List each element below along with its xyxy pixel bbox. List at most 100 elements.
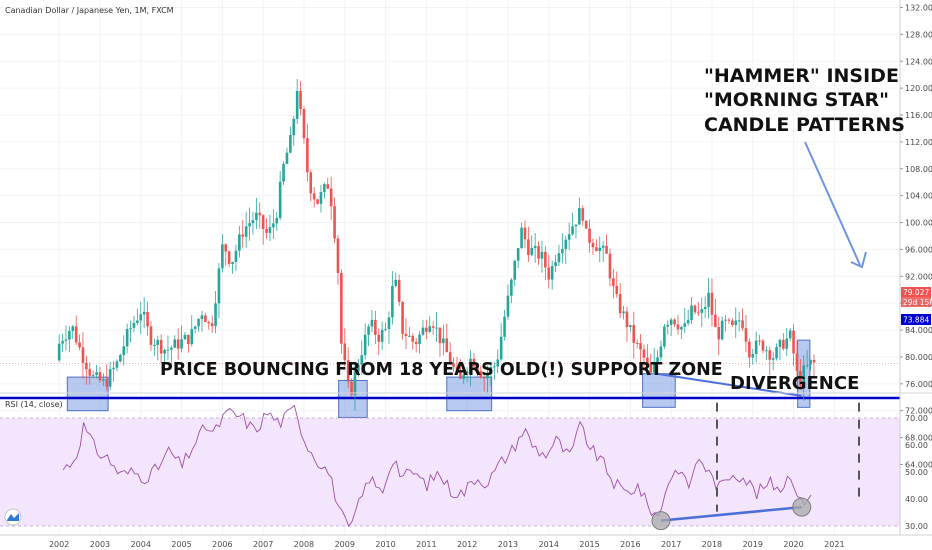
candle-body <box>221 244 224 269</box>
candle-body <box>707 292 710 308</box>
candle-body <box>673 319 676 325</box>
candle-body <box>61 340 64 344</box>
candle-body <box>547 267 551 280</box>
candle-body <box>574 224 578 227</box>
candle-body <box>523 227 527 240</box>
candle-body <box>374 319 377 335</box>
candle-body <box>642 349 646 358</box>
candle-body <box>584 220 588 229</box>
candle-body <box>193 326 197 329</box>
candle-body <box>544 251 547 268</box>
price-divergence-line <box>656 372 802 397</box>
candle-body <box>656 357 659 364</box>
candle-body <box>792 330 795 354</box>
candle-body <box>646 357 649 364</box>
candle-body <box>700 308 704 313</box>
year-tick-label: 2008 <box>294 540 314 549</box>
year-tick-label: 2007 <box>253 540 273 549</box>
candle-body <box>445 338 449 353</box>
candle-body <box>452 363 455 367</box>
candle-body <box>754 340 758 354</box>
candle-body <box>455 366 459 371</box>
candle-body <box>64 339 68 341</box>
candle-body <box>799 370 802 386</box>
price-tick-label: 96.000 <box>905 245 932 254</box>
candle-body <box>122 346 126 356</box>
support-zone <box>66 376 109 412</box>
rsi-divergence-circle <box>651 511 671 531</box>
candle-body <box>625 311 629 328</box>
candle-body <box>608 253 612 279</box>
year-tick-label: 2004 <box>131 540 151 549</box>
candle-body <box>469 358 472 372</box>
candle-body <box>217 268 221 304</box>
candle-body <box>751 353 755 358</box>
year-tick-label: 2012 <box>457 540 477 549</box>
candle-body <box>295 90 299 119</box>
candle-body <box>333 206 336 239</box>
rsi-tick-label: 30.00 <box>905 522 928 531</box>
candle-body <box>391 285 394 318</box>
candle-body <box>557 253 561 263</box>
rsi-axis-ticks: 70.00 60.00 50.00 40.00 30.00 <box>905 414 928 531</box>
price-tick-label: 132.000 <box>905 4 932 13</box>
arrow-head <box>850 251 867 269</box>
candle-body <box>788 330 792 339</box>
candle-body <box>139 314 143 321</box>
candle-body <box>105 379 109 387</box>
support-zone <box>642 373 676 408</box>
candle-body <box>812 359 816 363</box>
candle-body <box>527 239 530 255</box>
candle-body <box>775 346 778 359</box>
candle-body <box>278 181 282 218</box>
candle-body <box>88 369 92 376</box>
candle-body <box>649 363 653 373</box>
candle-body <box>210 323 214 327</box>
candle-body <box>591 242 595 248</box>
candle-body <box>404 333 408 337</box>
candle-body <box>299 90 302 109</box>
pattern-annotation-line-2: "MORNING STAR" <box>704 89 889 111</box>
candle-body <box>724 319 727 321</box>
candle-body <box>85 362 88 370</box>
candle-body <box>207 321 211 324</box>
candle-body <box>785 338 789 349</box>
candle-body <box>251 220 255 224</box>
candle-body <box>234 250 238 263</box>
candle-body <box>595 247 598 251</box>
candle-body <box>397 279 401 302</box>
rsi-tick-label: 50.00 <box>905 468 928 477</box>
candle-body <box>292 118 296 136</box>
candle-body <box>394 279 398 286</box>
candle-body <box>601 245 605 248</box>
support-zone <box>446 376 493 412</box>
candle-body <box>605 245 608 254</box>
pattern-arrow <box>804 141 867 269</box>
candle-body <box>108 369 112 387</box>
candle-body <box>765 350 768 352</box>
candle-body <box>363 334 367 356</box>
support-price-badge: 73.884 <box>901 314 931 325</box>
year-tick-label: 2017 <box>661 540 681 549</box>
candle-body <box>309 172 313 194</box>
candle-body <box>316 199 319 204</box>
year-tick-label: 2009 <box>335 540 355 549</box>
time-axis-ticks: 2002 2003 2004 2005 2006 2007 2008 2009 2010 2011… <box>49 540 845 549</box>
candle-body <box>81 347 85 363</box>
candle-body <box>476 366 479 372</box>
year-tick-label: 2020 <box>783 540 803 549</box>
candle-body <box>748 341 751 358</box>
price-tick-label: 84.000 <box>905 326 932 335</box>
candle-body <box>282 163 285 182</box>
candle-body <box>71 326 75 332</box>
rsi-band <box>0 418 900 526</box>
candle-body <box>703 307 707 309</box>
candle-body <box>503 316 506 337</box>
candle-body <box>176 339 180 349</box>
candle-body <box>57 343 61 361</box>
price-tick-label: 116.000 <box>905 111 932 120</box>
candle-body <box>326 184 330 189</box>
candle-body <box>530 247 534 255</box>
candle-body <box>635 342 639 344</box>
candle-body <box>146 311 149 327</box>
